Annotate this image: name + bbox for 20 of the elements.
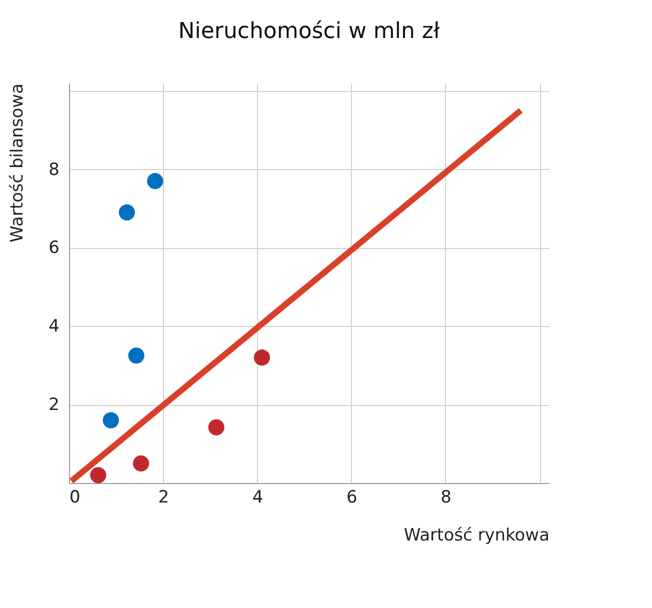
point <box>254 349 270 366</box>
point <box>128 348 144 364</box>
y-tick-label: 4 <box>48 316 60 337</box>
point <box>132 455 150 472</box>
y-tick-label: 2 <box>48 395 60 416</box>
y-tick-label: 6 <box>48 238 60 258</box>
x-tick-label: 8 <box>440 488 452 508</box>
y-axis-title: Wartość bilansowa <box>8 84 28 242</box>
point <box>90 467 106 484</box>
x-tick-label: 6 <box>346 488 358 508</box>
chart-title: Nieruchomości w mln zł <box>178 19 440 44</box>
point <box>147 172 164 190</box>
y-tick-label: 8 <box>48 160 60 180</box>
x-axis-title: Wartość rynkowa <box>404 526 550 546</box>
x-tick-label: 4 <box>252 488 264 508</box>
x-tick-label: 2 <box>158 488 170 508</box>
x-tick-label: 0 <box>70 488 80 508</box>
point <box>102 412 119 428</box>
point <box>208 419 224 436</box>
point <box>118 204 135 220</box>
